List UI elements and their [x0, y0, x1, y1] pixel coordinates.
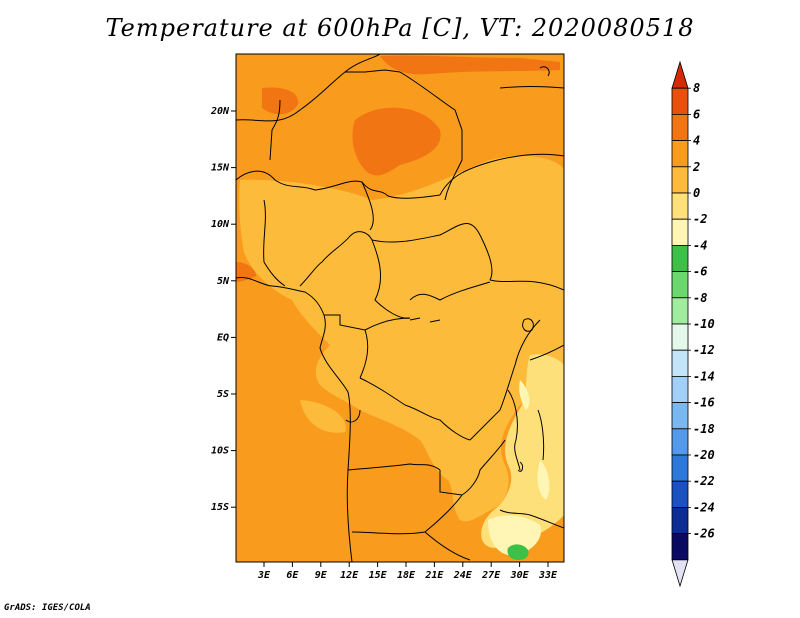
colorbar-label: -10	[693, 317, 715, 331]
lat-label: 10S	[211, 446, 229, 457]
lat-label: 15S	[211, 502, 229, 513]
colorbar-label: -8	[693, 291, 707, 305]
lon-label: 18E	[397, 570, 416, 581]
colorbar-swatch	[671, 87, 689, 115]
grads-credit: GrADS: IGES/COLA	[4, 603, 91, 613]
lat-label: 20N	[210, 106, 230, 117]
temperature-field	[236, 54, 564, 562]
colorbar-swatch	[671, 454, 689, 482]
colorbar-top-arrow	[671, 60, 689, 89]
lat-label: 15N	[211, 163, 230, 174]
colorbar-swatch	[671, 428, 689, 456]
colorbar-label: -20	[693, 448, 715, 462]
colorbar-swatch	[671, 114, 689, 142]
colorbar-label: 8	[693, 81, 700, 95]
lon-label: 12E	[340, 570, 359, 581]
colorbar-swatch	[671, 218, 689, 246]
colorbar-swatch	[671, 375, 689, 403]
colorbar-label: 4	[693, 134, 700, 148]
colorbar-label: -4	[693, 238, 707, 252]
latitude-axis: 20N 15N 10N 5N EQ 5S 10S 15S	[210, 106, 236, 513]
lat-label: 10N	[211, 219, 230, 230]
colorbar-swatch	[671, 480, 689, 508]
longitude-axis: 3E 6E 9E 12E 15E 18E 21E 24E 27E 30E 33E	[257, 562, 558, 581]
colorbar-label: -12	[693, 343, 715, 357]
colorbar-label: -26	[693, 527, 715, 541]
colorbar-label: 0	[693, 186, 700, 200]
lon-label: 3E	[257, 570, 271, 581]
country-borders	[236, 54, 564, 562]
colorbar: 8 6 4 2 0 -2 -4 -6 -8 -10 -12 -14 -16 -18 -20 -22 -24 -26	[671, 60, 715, 588]
lon-label: 24E	[453, 570, 473, 581]
lat-label: 5N	[217, 276, 230, 287]
colorbar-label: -2	[693, 212, 707, 226]
colorbar-label: -22	[693, 474, 715, 488]
colorbar-label: -14	[693, 369, 715, 383]
colorbar-label: -6	[693, 265, 707, 279]
lon-label: 15E	[369, 570, 388, 581]
colorbar-swatch	[671, 297, 689, 325]
colorbar-swatch	[671, 506, 689, 534]
colorbar-swatch	[671, 402, 689, 430]
map-frame	[235, 53, 565, 563]
colorbar-bottom-arrow	[671, 559, 689, 588]
lon-label: 27E	[481, 570, 501, 581]
colorbar-label: -18	[693, 422, 715, 436]
colorbar-swatch	[671, 533, 689, 561]
lon-label: 9E	[315, 570, 328, 581]
colorbar-label: -16	[693, 396, 715, 410]
map-title: Temperature at 600hPa [C], VT: 202008051…	[105, 14, 695, 42]
colorbar-swatch	[671, 140, 689, 168]
colorbar-swatch	[671, 323, 689, 351]
lon-label: 21E	[424, 570, 444, 581]
colorbar-label: 2	[692, 160, 700, 174]
colorbar-swatch	[671, 349, 689, 377]
colorbar-swatch	[671, 271, 689, 299]
lon-label: 33E	[538, 570, 558, 581]
lat-label: 5S	[217, 389, 229, 400]
lon-label: 6E	[286, 570, 299, 581]
colorbar-label: 6	[693, 107, 700, 121]
lon-label: 30E	[510, 570, 530, 581]
colorbar-swatch	[671, 166, 689, 194]
lat-label: EQ	[217, 332, 229, 343]
colorbar-swatch	[671, 244, 689, 272]
colorbar-swatch	[671, 192, 689, 220]
colorbar-label: -24	[693, 500, 715, 514]
